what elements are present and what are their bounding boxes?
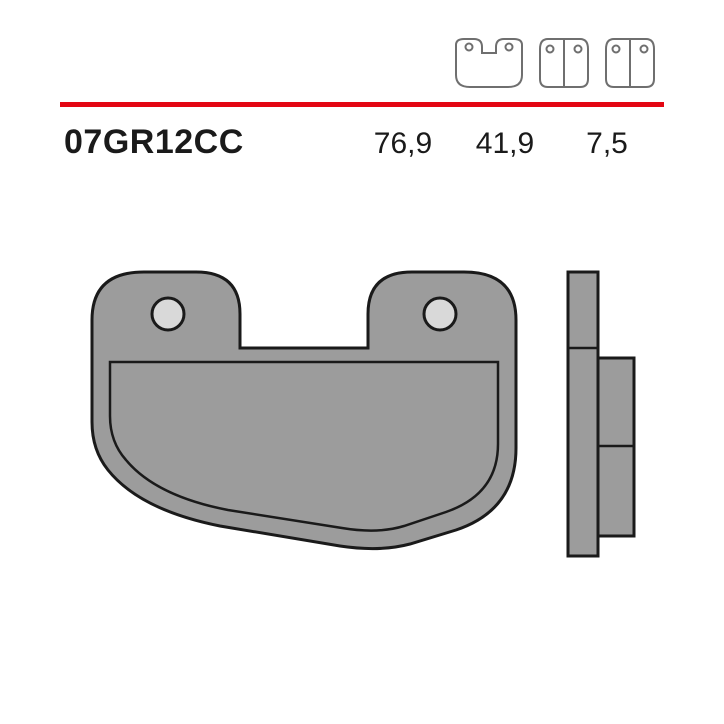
front-view [92, 272, 516, 549]
thumbnail-3 [600, 35, 660, 96]
technical-drawing [60, 222, 664, 602]
red-divider [60, 102, 664, 107]
thumbnail-2 [534, 35, 594, 96]
dim-thickness: 7,5 [574, 127, 640, 161]
dim-height: 41,9 [472, 127, 538, 161]
side-view [568, 272, 634, 556]
dim-width: 76,9 [370, 127, 436, 161]
thumbnail-1 [450, 35, 528, 96]
drawing-area [60, 222, 664, 642]
part-number: 07GR12CC [64, 123, 244, 162]
dimensions: 76,9 41,9 7,5 [370, 127, 664, 161]
thumbnail-row [60, 36, 664, 96]
spec-row: 07GR12CC 76,9 41,9 7,5 [60, 123, 664, 162]
